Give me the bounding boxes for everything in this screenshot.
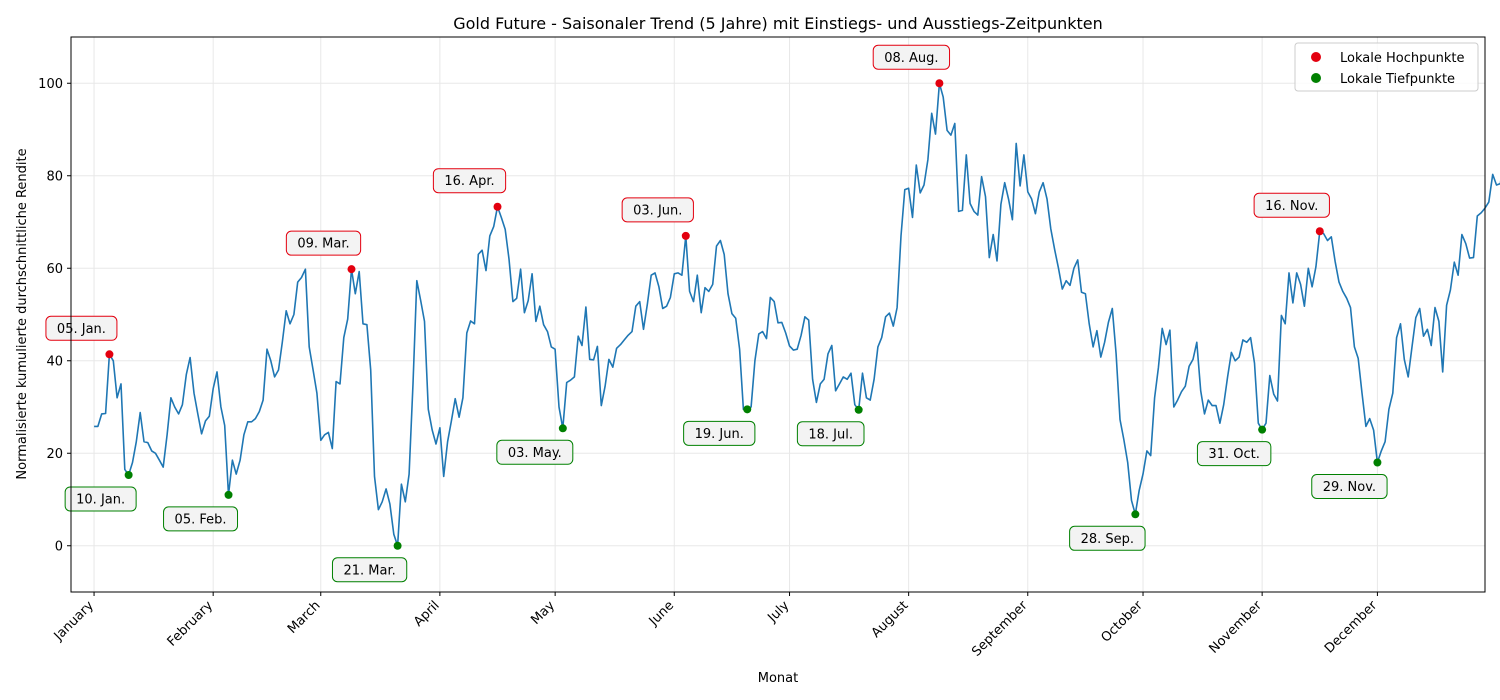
low-point-marker bbox=[224, 490, 233, 499]
low-point-annotation: 31. Oct. bbox=[1196, 441, 1272, 467]
annotation-label: 18. Jul. bbox=[808, 427, 853, 442]
low-point-marker bbox=[1131, 510, 1140, 519]
x-tick-label: July bbox=[765, 598, 793, 626]
annotation-label: 16. Apr. bbox=[444, 174, 494, 189]
x-tick-label: September bbox=[969, 598, 1031, 660]
series-layer bbox=[94, 82, 1500, 547]
x-tick-label: August bbox=[869, 598, 912, 641]
annotation-box bbox=[1196, 441, 1272, 467]
y-axis-label: Normalisierte kumulierte durchschnittlic… bbox=[15, 148, 30, 479]
low-point-annotation: 03. May. bbox=[496, 439, 574, 465]
annotation-box bbox=[432, 168, 507, 194]
x-tick-label: May bbox=[528, 598, 558, 628]
annotation-label: 29. Nov. bbox=[1323, 480, 1376, 495]
y-tick-label: 40 bbox=[46, 354, 63, 369]
low-point-marker bbox=[1258, 425, 1267, 434]
legend-marker-lows bbox=[1311, 73, 1321, 83]
grid bbox=[71, 37, 1485, 592]
annotation-box bbox=[1253, 192, 1330, 218]
annotation-label: 09. Mar. bbox=[297, 237, 349, 252]
annotation-box bbox=[621, 197, 694, 223]
legend-frame bbox=[1294, 42, 1479, 92]
low-point-annotation: 19. Jun. bbox=[683, 420, 756, 446]
high-point-annotation: 03. Jun. bbox=[621, 197, 694, 223]
legend-marker-highs bbox=[1311, 52, 1321, 62]
x-tick-label: December bbox=[1322, 598, 1381, 657]
low-point-marker bbox=[854, 405, 863, 414]
annotation-box bbox=[45, 315, 118, 341]
y-tick-label: 20 bbox=[46, 447, 63, 462]
annotation-box bbox=[796, 421, 865, 447]
legend-label-lows: Lokale Tiefpunkte bbox=[1340, 72, 1455, 87]
high-point-annotation: 05. Jan. bbox=[45, 315, 118, 341]
annotation-label: 08. Aug. bbox=[884, 51, 938, 66]
high-point-marker bbox=[347, 265, 356, 274]
marker-layer bbox=[105, 79, 1382, 550]
x-tick-label: June bbox=[646, 598, 677, 629]
annotation-label: 21. Mar. bbox=[343, 563, 395, 578]
high-point-annotation: 09. Mar. bbox=[285, 230, 362, 256]
annotation-box bbox=[872, 44, 951, 70]
high-point-annotation: 08. Aug. bbox=[872, 44, 951, 70]
x-tick-label: March bbox=[285, 598, 324, 637]
x-axis-ticks: January February March April May June July Augu… bbox=[51, 592, 1381, 660]
y-tick-label: 100 bbox=[38, 77, 63, 92]
low-point-marker bbox=[558, 424, 567, 433]
annotation-label: 31. Oct. bbox=[1208, 447, 1259, 462]
x-tick-label: April bbox=[411, 598, 443, 630]
y-tick-label: 0 bbox=[55, 539, 63, 554]
chart-title: Gold Future - Saisonaler Trend (5 Jahre)… bbox=[453, 14, 1103, 33]
annotation-box bbox=[331, 557, 408, 583]
low-point-annotation: 29. Nov. bbox=[1311, 474, 1388, 499]
low-point-annotation: 28. Sep. bbox=[1069, 525, 1146, 551]
high-point-marker bbox=[681, 231, 690, 240]
high-point-marker bbox=[105, 350, 114, 359]
annotation-box bbox=[163, 506, 239, 532]
high-point-annotation: 16. Nov. bbox=[1253, 192, 1330, 218]
annotation-label: 05. Jan. bbox=[57, 322, 106, 337]
x-tick-label: February bbox=[165, 598, 217, 650]
annotation-box bbox=[285, 230, 362, 256]
legend: Lokale Hochpunkte Lokale Tiefpunkte bbox=[1294, 42, 1479, 92]
annotation-box bbox=[496, 439, 574, 465]
low-point-annotation: 21. Mar. bbox=[331, 557, 408, 583]
annotation-label: 28. Sep. bbox=[1081, 532, 1134, 547]
annotation-label: 05. Feb. bbox=[175, 512, 227, 527]
x-tick-label: January bbox=[51, 598, 97, 644]
x-tick-label: October bbox=[1098, 598, 1146, 646]
x-axis-label: Monat bbox=[758, 671, 798, 686]
annotation-label: 10. Jan. bbox=[76, 492, 125, 507]
high-point-annotation: 16. Apr. bbox=[432, 168, 507, 194]
legend-label-highs: Lokale Hochpunkte bbox=[1340, 51, 1464, 66]
y-tick-label: 80 bbox=[46, 169, 63, 184]
annotation-box bbox=[1069, 525, 1146, 551]
annotation-box bbox=[683, 420, 756, 446]
annotation-label: 03. Jun. bbox=[633, 203, 682, 218]
high-point-marker bbox=[493, 202, 502, 211]
y-tick-label: 60 bbox=[46, 262, 63, 277]
annotation-box bbox=[1311, 474, 1388, 499]
high-point-marker bbox=[935, 79, 944, 88]
series-line bbox=[94, 82, 1500, 547]
low-point-marker bbox=[393, 541, 402, 550]
x-tick-label: November bbox=[1207, 598, 1266, 657]
high-point-marker bbox=[1315, 227, 1324, 236]
low-point-marker bbox=[743, 405, 752, 414]
annotation-label: 19. Jun. bbox=[695, 427, 744, 442]
y-axis-ticks: 0 20 40 60 80 100 bbox=[38, 77, 71, 554]
annotation-label: 16. Nov. bbox=[1265, 199, 1318, 214]
low-point-annotation: 05. Feb. bbox=[163, 506, 239, 532]
low-point-annotation: 18. Jul. bbox=[796, 421, 865, 447]
annotation-label: 03. May. bbox=[508, 446, 562, 461]
annotation-box bbox=[64, 486, 137, 512]
low-point-annotation: 10. Jan. bbox=[64, 486, 137, 512]
plot-frame bbox=[70, 36, 1486, 593]
annotation-layer: 05. Jan. 09. Mar. 16. Apr. 03. Jun. 08. Aug.… bbox=[45, 44, 1388, 583]
low-point-marker bbox=[1373, 458, 1382, 467]
low-point-marker bbox=[124, 470, 133, 479]
